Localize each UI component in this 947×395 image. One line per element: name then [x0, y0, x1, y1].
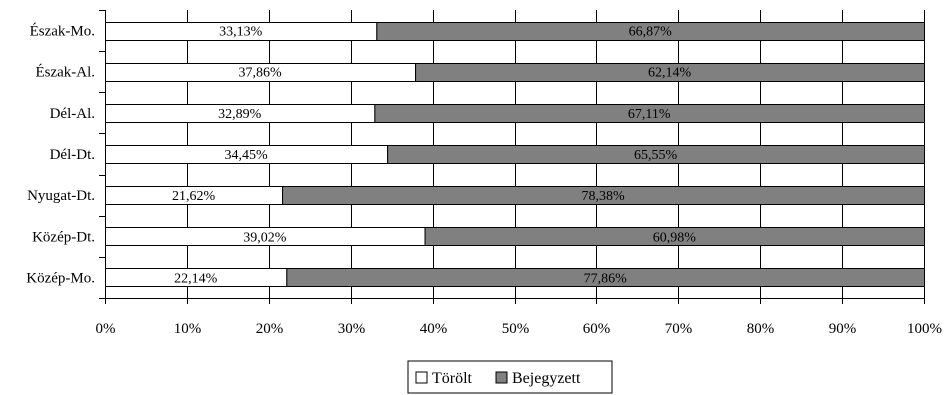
data-label: 62,14% — [648, 66, 692, 81]
data-label: 32,89% — [218, 107, 262, 122]
x-tick-label: 30% — [338, 321, 366, 337]
data-label: 78,38% — [581, 189, 625, 204]
x-tick-label: 60% — [583, 321, 611, 337]
data-label: 66,87% — [629, 25, 673, 40]
data-label: 60,98% — [653, 230, 697, 245]
data-label: 37,86% — [238, 66, 282, 81]
bar-segment-bejegyzett — [387, 145, 925, 164]
category-label: Közép-Mo. — [26, 270, 95, 286]
x-tick-label: 80% — [747, 321, 775, 337]
bar-segment-bejegyzett — [286, 268, 925, 287]
bar-segment-bejegyzett — [282, 186, 925, 205]
category-label: Észak-Al. — [35, 64, 95, 81]
x-tick-label: 90% — [829, 321, 857, 337]
data-label: 22,14% — [174, 271, 218, 286]
bar-segment-bejegyzett — [424, 227, 925, 246]
data-label: 33,13% — [219, 25, 263, 40]
legend-label-bejegyzett: Bejegyzett — [512, 370, 581, 387]
category-label: Dél-Dt. — [50, 147, 95, 163]
bar-segment-bejegyzett — [376, 22, 925, 41]
bar-segment-bejegyzett — [415, 63, 925, 82]
data-label: 67,11% — [628, 107, 671, 122]
legend-frame — [407, 360, 613, 394]
category-labels: Észak-Mo. Észak-Al. Dél-Al. Dél-Dt. Nyugat-D… — [26, 23, 95, 287]
data-label: 77,86% — [584, 271, 628, 286]
legend-label-torolt: Törölt — [432, 370, 473, 387]
data-label: 21,62% — [172, 189, 216, 204]
data-labels: 33,13% 66,87% 37,86% 62,14% 32,89% 67,11% 34,4… — [172, 25, 696, 287]
x-tick-label: 50% — [502, 321, 530, 337]
data-label: 34,45% — [224, 148, 268, 163]
category-label: Közép-Dt. — [32, 229, 95, 245]
legend-swatch-torolt — [415, 371, 428, 384]
x-tick-label: 40% — [420, 321, 448, 337]
category-label: Dél-Al. — [50, 106, 95, 122]
x-tick-label: 0% — [96, 321, 116, 337]
x-tick-label: 100% — [907, 321, 942, 337]
bars — [105, 22, 926, 287]
legend-swatch-bejegyzett — [495, 371, 508, 384]
x-tick-label: 70% — [665, 321, 693, 337]
legend: Törölt Bejegyzett — [407, 360, 613, 394]
x-tick-label: 10% — [174, 321, 202, 337]
x-tick-labels: 0% 10% 20% 30% 40% 50% 60% 70% 80% 90% 100% — [96, 321, 943, 337]
x-tick-label: 20% — [256, 321, 284, 337]
data-label: 65,55% — [634, 148, 678, 163]
axes — [99, 10, 925, 304]
data-label: 39,02% — [243, 230, 287, 245]
category-label: Nyugat-Dt. — [27, 188, 95, 204]
bar-segment-bejegyzett — [374, 104, 926, 123]
category-label: Észak-Mo. — [30, 23, 95, 40]
